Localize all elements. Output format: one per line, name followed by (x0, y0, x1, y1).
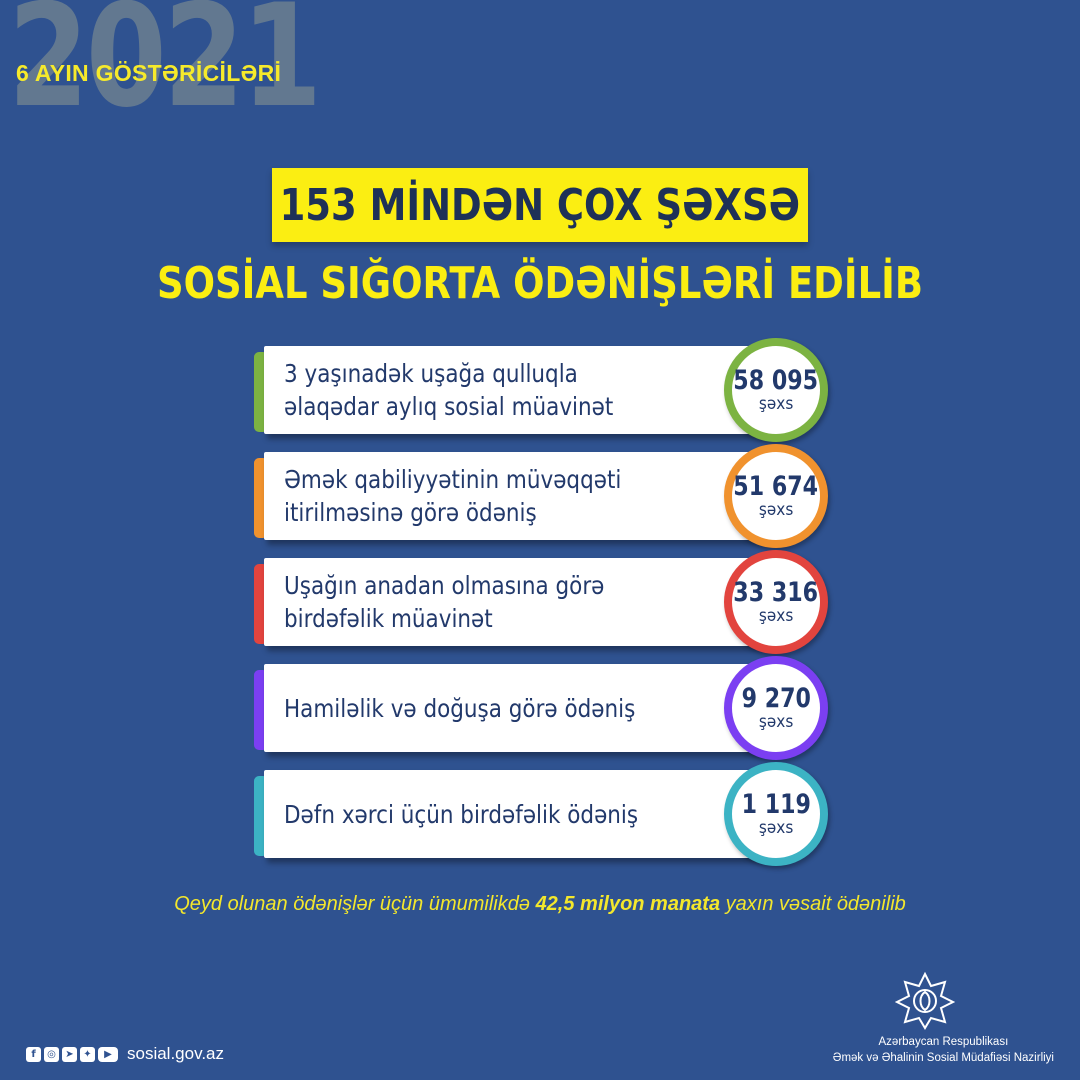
count-value: 9 270 (741, 683, 811, 714)
instagram-icon[interactable]: ◎ (44, 1046, 59, 1062)
benefit-row: Hamiləlik və doğuşa görə ödəniş 9 270 şə… (254, 656, 828, 760)
ministry-name: Azərbaycan Respublikası Əmək və Əhalinin… (833, 1034, 1054, 1066)
benefit-label: Hamiləlik və doğuşa görə ödəniş (284, 693, 636, 723)
count-value: 58 095 (733, 365, 819, 396)
count-circle: 1 119 şəxs (724, 762, 828, 866)
count-unit: şəxs (758, 394, 794, 414)
benefit-row: Uşağın anadan olmasına görə birdəfəlik m… (254, 550, 828, 654)
note-text-after: yaxın vəsait ödənilib (720, 893, 906, 915)
benefit-label: Dəfn xərci üçün birdəfəlik ödəniş (284, 799, 639, 829)
count-circle: 33 316 şəxs (724, 550, 828, 654)
benefit-label-wrap: Hamiləlik və doğuşa görə ödəniş (284, 664, 724, 752)
benefit-card (264, 770, 784, 858)
benefit-row: 3 yaşınadək uşağa qulluqla əlaqədar aylı… (254, 338, 828, 442)
facebook-icon[interactable]: f (26, 1046, 41, 1062)
benefit-row: Dəfn xərci üçün birdəfəlik ödəniş 1 119 … (254, 762, 828, 866)
benefit-row: Əmək qabiliyyətinin müvəqqəti itirilməsi… (254, 444, 828, 548)
count-unit: şəxs (758, 818, 794, 838)
social-links: f ◎ ➤ ✦ ▶ sosial.gov.az (26, 1044, 224, 1064)
count-value: 1 119 (741, 789, 811, 820)
ministry-line2: Əmək və Əhalinin Sosial Müdafiəsi Nazirl… (832, 1052, 1054, 1064)
benefit-label-wrap: Uşağın anadan olmasına görə birdəfəlik m… (284, 558, 724, 646)
count-circle: 58 095 şəxs (724, 338, 828, 442)
total-note: Qeyd olunan ödənişlər üçün ümumilikdə 42… (0, 893, 1080, 916)
benefit-label-wrap: Dəfn xərci üçün birdəfəlik ödəniş (284, 770, 724, 858)
benefit-label: Əmək qabiliyyətinin müvəqqəti itirilməsi… (284, 465, 622, 527)
headline-line2-wrap: SOSİAL SIĞORTA ÖDƏNİŞLƏRİ EDİLİB (0, 258, 1080, 309)
headline-line1: 153 MİNDƏN ÇOX ŞƏXSƏ (279, 179, 801, 231)
count-value: 51 674 (733, 471, 819, 502)
period-subtitle: 6 AYIN GÖSTƏRİCİLƏRİ (16, 60, 282, 86)
benefit-label-wrap: Əmək qabiliyyətinin müvəqqəti itirilməsi… (284, 452, 724, 540)
youtube-icon[interactable]: ▶ (98, 1046, 118, 1062)
ministry-emblem-icon (895, 971, 955, 1030)
count-circle: 51 674 şəxs (724, 444, 828, 548)
count-circle: 9 270 şəxs (724, 656, 828, 760)
benefit-card (264, 558, 784, 646)
headline-box: 153 MİNDƏN ÇOX ŞƏXSƏ (272, 168, 808, 242)
telegram-icon[interactable]: ➤ (62, 1046, 77, 1062)
ministry-line1: Azərbaycan Respublikası (878, 1036, 1009, 1048)
benefit-card (264, 452, 784, 540)
note-text-before: Qeyd olunan ödənişlər üçün ümumilikdə (174, 893, 536, 915)
benefit-card (264, 664, 784, 752)
benefit-label: Uşağın anadan olmasına görə birdəfəlik m… (284, 571, 605, 633)
benefit-label: 3 yaşınadək uşağa qulluqla əlaqədar aylı… (284, 359, 614, 421)
headline-line2: SOSİAL SIĞORTA ÖDƏNİŞLƏRİ EDİLİB (156, 258, 924, 309)
twitter-icon[interactable]: ✦ (80, 1046, 95, 1062)
count-unit: şəxs (758, 712, 794, 732)
count-value: 33 316 (733, 577, 819, 608)
note-amount: 42,5 milyon manata (535, 893, 721, 915)
count-unit: şəxs (758, 606, 794, 626)
website-link[interactable]: sosial.gov.az (127, 1044, 225, 1063)
count-unit: şəxs (758, 500, 794, 520)
benefit-label-wrap: 3 yaşınadək uşağa qulluqla əlaqədar aylı… (284, 346, 724, 434)
year-watermark: 2021 (8, 0, 322, 139)
benefit-card (264, 346, 784, 434)
